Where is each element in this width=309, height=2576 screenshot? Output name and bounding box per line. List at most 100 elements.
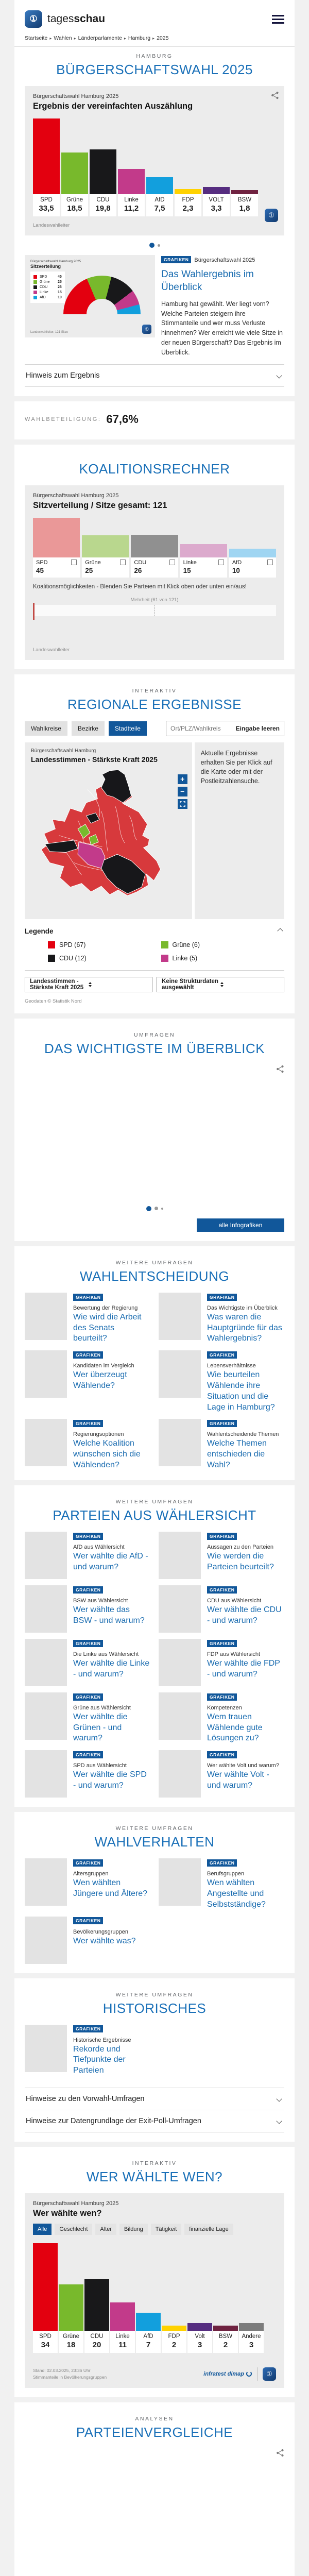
accordion-exitpoll-hinweise[interactable]: Hinweise zur Datengrundlage der Exit-Pol…: [25, 2109, 284, 2132]
breadcrumb-item[interactable]: Hamburg: [128, 35, 151, 41]
carousel-dot[interactable]: [157, 244, 160, 247]
reset-view-button[interactable]: [177, 799, 187, 809]
carousel-dot[interactable]: [154, 1207, 158, 1211]
teaser-card[interactable]: GRAFIKEN Historische Ergebnisse Rekorde …: [25, 2024, 150, 2076]
teaser-card[interactable]: GRAFIKEN Berufsgruppen Wen wählten Anges…: [159, 1858, 284, 1910]
carousel-dot[interactable]: [161, 1207, 163, 1210]
coalition-bar[interactable]: [180, 544, 227, 557]
bar-column[interactable]: BSW 1,8: [231, 190, 258, 217]
accordion-vorwahl-hinweise[interactable]: Hinweise zu den Vorwahl-Umfragen: [25, 2087, 284, 2110]
filter-bildung[interactable]: Bildung: [119, 2223, 148, 2235]
teaser-card[interactable]: GRAFIKEN SPD aus Wählersicht Wer wählte …: [25, 1750, 150, 1798]
party-bar[interactable]: [59, 2284, 83, 2331]
accordion-hinweis-ergebnis[interactable]: Hinweis zum Ergebnis: [25, 364, 284, 387]
party-checkbox[interactable]: [218, 560, 224, 566]
bar-column[interactable]: FDP 2,3: [175, 189, 201, 217]
search-input[interactable]: [170, 724, 236, 732]
bar-column[interactable]: AfD 7,5: [146, 177, 173, 217]
party-checkbox[interactable]: [120, 560, 126, 566]
tab-wahlkreise[interactable]: Wahlkreise: [25, 721, 67, 736]
hamburg-map[interactable]: [31, 768, 186, 911]
coalition-bar[interactable]: [229, 548, 277, 557]
breadcrumb-item[interactable]: Startseite: [25, 35, 48, 41]
breadcrumb-item[interactable]: Wahlen: [54, 35, 72, 41]
party-bar[interactable]: [110, 2302, 135, 2331]
breadcrumb-item[interactable]: 2025: [157, 35, 169, 41]
coalition-bar[interactable]: [82, 535, 129, 557]
carousel-dot[interactable]: [149, 243, 154, 248]
filter-alter[interactable]: Alter: [95, 2223, 116, 2235]
bar-column[interactable]: Grüne 18,5: [61, 152, 88, 217]
bar-column[interactable]: SPD 34: [33, 2243, 58, 2353]
filter-geschlecht[interactable]: Geschlecht: [55, 2223, 93, 2235]
teaser-title[interactable]: Wer wählte die Grünen - und warum?: [73, 1712, 128, 1743]
bar-column[interactable]: Volt 3: [187, 2323, 212, 2353]
bar-column[interactable]: SPD 33,5: [33, 118, 60, 217]
umfragen-carousel-dots[interactable]: [25, 1206, 284, 1211]
bar-column[interactable]: CDU 19,8: [90, 149, 116, 217]
teaser-title[interactable]: Wer wählte die CDU - und warum?: [207, 1605, 282, 1625]
share-icon[interactable]: [276, 1065, 284, 1073]
party-bar[interactable]: [231, 190, 258, 195]
teaser-card[interactable]: GRAFIKEN Altersgruppen Wen wählten Jünge…: [25, 1858, 150, 1910]
chevron-up-icon[interactable]: [277, 928, 283, 934]
bar-column[interactable]: Linke 11: [110, 2302, 135, 2353]
bar-column[interactable]: Andere 3: [239, 2323, 264, 2353]
party-bar[interactable]: [175, 189, 201, 195]
party-bar[interactable]: [84, 2279, 109, 2331]
bar-column[interactable]: Linke 11,2: [118, 169, 145, 217]
coalition-column[interactable]: CDU 26: [131, 534, 178, 578]
teaser-card[interactable]: GRAFIKEN AfD aus Wählersicht Wer wählte …: [25, 1531, 150, 1579]
party-bar[interactable]: [239, 2323, 264, 2331]
tab-stadtteile[interactable]: Stadtteile: [108, 721, 147, 736]
carousel-dot[interactable]: [146, 1206, 151, 1211]
teaser-card[interactable]: GRAFIKEN Aussagen zu den Parteien Wie we…: [159, 1531, 284, 1579]
party-checkbox[interactable]: [71, 560, 77, 566]
party-bar[interactable]: [61, 152, 88, 195]
teaser-card[interactable]: GRAFIKEN Wer wählte Volt und warum? Wer …: [159, 1750, 284, 1798]
bar-column[interactable]: Grüne 18: [59, 2284, 83, 2353]
teaser-card[interactable]: GRAFIKEN CDU aus Wählersicht Wer wählte …: [159, 1585, 284, 1633]
teaser-title[interactable]: Wer wählte Volt - und warum?: [207, 1770, 269, 1790]
teaser-card[interactable]: GRAFIKEN BSW aus Wählersicht Wer wählte …: [25, 1585, 150, 1633]
bar-column[interactable]: VOLT 3,3: [203, 187, 230, 217]
teaser-card[interactable]: GRAFIKEN Kandidaten im Vergleich Wer übe…: [25, 1350, 150, 1413]
share-icon[interactable]: [276, 2449, 284, 2457]
clear-input-button[interactable]: Eingabe leeren: [235, 724, 280, 732]
teaser-card[interactable]: GRAFIKEN Die Linke aus Wählersicht Wer w…: [25, 1638, 150, 1686]
teaser-card[interactable]: GRAFIKEN FDP aus Wählersicht Wer wählte …: [159, 1638, 284, 1686]
teaser-title[interactable]: Welche Koalition wünschen sich die Wähle…: [73, 1439, 141, 1469]
coalition-bar[interactable]: [131, 534, 178, 557]
teaser-title[interactable]: Wer wählte was?: [73, 1936, 136, 1945]
filter-taetigkeit[interactable]: Tätigkeit: [150, 2223, 182, 2235]
tab-bezirke[interactable]: Bezirke: [71, 721, 105, 736]
party-checkbox[interactable]: [267, 560, 273, 566]
party-bar[interactable]: [33, 2243, 58, 2331]
teaser-card[interactable]: GRAFIKEN Bevölkerungsgruppen Wer wählte …: [25, 1916, 150, 1964]
coalition-column[interactable]: Grüne 25: [82, 535, 129, 578]
party-bar[interactable]: [90, 149, 116, 195]
teaser-title[interactable]: Wer wählte die AfD - und warum?: [73, 1551, 148, 1571]
teaser-title[interactable]: Wen wählten Angestellte und Selbstständi…: [207, 1878, 266, 1909]
teaser-title[interactable]: Welche Themen entschieden die Wahl?: [207, 1439, 267, 1469]
zoom-out-button[interactable]: −: [177, 786, 187, 796]
teaser-card[interactable]: GRAFIKEN Das Wichtigste im Überblick Was…: [159, 1292, 284, 1344]
party-bar[interactable]: [136, 2312, 161, 2331]
teaser-title[interactable]: Wie beurteilen Wählende ihre Situation u…: [207, 1370, 275, 1412]
breadcrumb-item[interactable]: Länderparlamente: [78, 35, 122, 41]
teaser-card[interactable]: GRAFIKEN Wahlentscheidende Themen Welche…: [159, 1419, 284, 1470]
party-bar[interactable]: [162, 2325, 186, 2331]
teaser-title[interactable]: Rekorde und Tiefpunkte der Parteien: [73, 2044, 126, 2075]
teaser-card[interactable]: GRAFIKEN Regierungsoptionen Welche Koali…: [25, 1419, 150, 1470]
map-metric-select[interactable]: Landesstimmen - Stärkste Kraft 2025: [25, 976, 152, 992]
party-checkbox[interactable]: [169, 560, 175, 566]
overview-teaser[interactable]: Bürgerschaftswahl Hamburg 2025 Sitzverte…: [25, 255, 284, 357]
teaser-title[interactable]: Wer wählte das BSW - und warum?: [73, 1605, 145, 1625]
teaser-title[interactable]: Wie wird die Arbeit des Senats beurteilt…: [73, 1312, 142, 1343]
menu-icon[interactable]: [272, 14, 284, 24]
teaser-title[interactable]: Wer wählte die SPD - und warum?: [73, 1770, 147, 1790]
teaser-card[interactable]: GRAFIKEN Lebensverhältnisse Wie beurteil…: [159, 1350, 284, 1413]
teaser-title[interactable]: Das Wahlergebnis im Überblick: [161, 269, 254, 293]
brand[interactable]: tagesschau: [47, 13, 105, 25]
party-bar[interactable]: [213, 2325, 238, 2331]
